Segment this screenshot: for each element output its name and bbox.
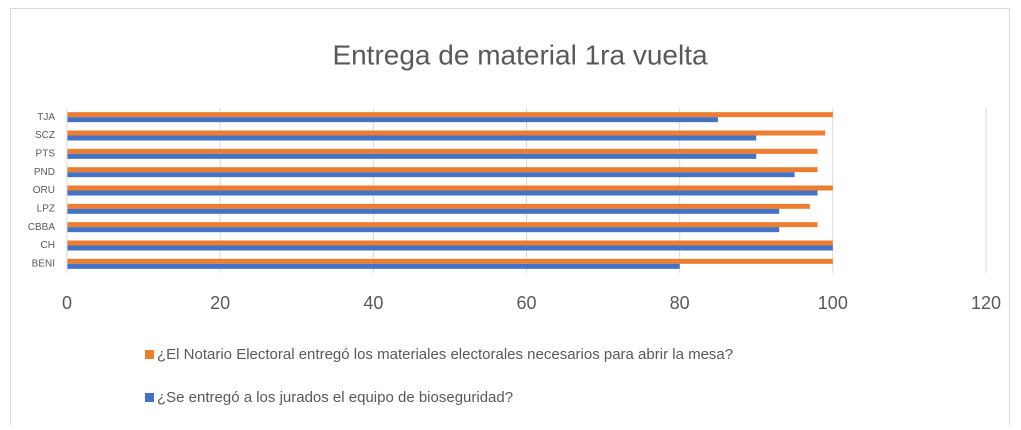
bar xyxy=(67,227,780,233)
chart-title: Entrega de material 1ra vuelta xyxy=(332,39,708,70)
bar xyxy=(67,240,833,246)
bar xyxy=(67,222,818,228)
legend-label: ¿Se entregó a los jurados el equipo de b… xyxy=(157,389,513,406)
legend-swatch xyxy=(145,393,154,402)
y-tick-label: LPZ xyxy=(37,203,55,214)
x-tick-label: 0 xyxy=(62,293,72,313)
bar xyxy=(67,153,757,159)
bar xyxy=(67,130,826,136)
bar xyxy=(67,185,833,191)
legend-label: ¿El Notario Electoral entregó los materi… xyxy=(157,346,733,363)
bar xyxy=(67,117,718,123)
x-tick-label: 100 xyxy=(818,293,848,313)
bar xyxy=(67,190,818,196)
y-tick-label: BENI xyxy=(32,258,55,269)
y-tick-label: TJA xyxy=(37,112,55,123)
bar xyxy=(67,245,833,251)
bar xyxy=(67,148,818,154)
y-tick-label: PND xyxy=(34,167,55,178)
legend-swatch xyxy=(145,350,154,359)
x-tick-label: 40 xyxy=(363,293,383,313)
bar xyxy=(67,263,680,269)
y-tick-label: CBBA xyxy=(28,222,56,233)
bar xyxy=(67,135,757,141)
bar xyxy=(67,208,780,214)
bar xyxy=(67,258,833,264)
bar xyxy=(67,112,833,118)
y-tick-label: SCZ xyxy=(35,130,55,141)
y-tick-label: PTS xyxy=(36,148,56,159)
x-tick-label: 80 xyxy=(670,293,690,313)
chart-border xyxy=(10,8,1010,430)
x-tick-label: 60 xyxy=(516,293,536,313)
y-tick-label: ORU xyxy=(33,185,55,196)
bar xyxy=(67,203,810,209)
x-tick-label: 20 xyxy=(210,293,230,313)
bar xyxy=(67,167,818,173)
bar xyxy=(67,172,795,178)
x-tick-label: 120 xyxy=(971,293,1001,313)
y-tick-label: CH xyxy=(41,240,55,251)
